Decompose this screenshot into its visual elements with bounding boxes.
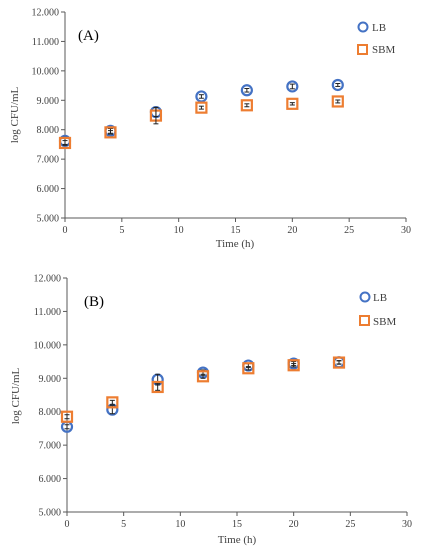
y-tick-labels: 5.000 6.000 7.000 8.000 9.000 10.000 11.000 12.… <box>32 8 65 225</box>
x-tick-label: 30 <box>402 519 412 530</box>
error-bar-sbm <box>109 399 115 405</box>
y-tick-label: 6.000 <box>37 184 60 195</box>
point-sbm <box>242 362 255 375</box>
point-sbm <box>195 101 208 114</box>
point-lb <box>331 78 344 92</box>
error-bar-lb <box>289 83 295 90</box>
legend: LB SBM <box>357 21 395 56</box>
error-bar-sbm <box>335 99 341 104</box>
y-tick-label: 8.000 <box>37 125 60 136</box>
x-axis-title: Time (h) <box>218 534 257 546</box>
legend-label-sbm: SBM <box>373 316 396 328</box>
point-sbm <box>286 97 299 110</box>
point-sbm <box>58 136 72 150</box>
error-bar-sbm <box>291 363 297 368</box>
error-bar-sbm <box>244 103 250 108</box>
y-tick-label: 10.000 <box>32 66 60 77</box>
y-tick-label: 7.000 <box>37 155 60 166</box>
x-tick-label: 15 <box>232 519 242 530</box>
point-sbm <box>240 99 253 112</box>
chart-panel-b: 5.000 6.000 7.000 8.000 9.000 10.000 11.000 12.… <box>10 274 412 547</box>
legend: LB SBM <box>359 291 396 328</box>
error-bar-sbm <box>198 105 204 110</box>
point-lb <box>240 84 253 97</box>
error-bar-sbm <box>107 130 113 135</box>
y-tick-label: 9.000 <box>37 96 60 107</box>
y-tick-label: 6.000 <box>39 474 62 485</box>
error-bar-lb <box>335 83 341 87</box>
y-tick-label: 5.000 <box>37 214 60 225</box>
x-tick-label: 15 <box>231 225 241 236</box>
error-bar-lb <box>64 424 70 430</box>
point-sbm <box>331 95 344 108</box>
y-tick-labels: 5.000 6.000 7.000 8.000 9.000 10.000 11.000 12.… <box>34 274 67 519</box>
panel-label: (B) <box>84 294 104 310</box>
data-marks <box>60 356 346 433</box>
point-sbm <box>106 396 119 409</box>
x-tick-label: 25 <box>345 519 355 530</box>
y-tick-label: 8.000 <box>39 407 62 418</box>
x-tick-label: 5 <box>121 519 126 530</box>
y-tick-label: 11.000 <box>34 307 61 318</box>
x-tick-labels: 0 5 10 15 20 25 30 <box>63 218 411 236</box>
point-lb <box>286 80 299 93</box>
legend-marker-lb <box>357 21 369 33</box>
legend-marker-sbm <box>359 315 370 326</box>
x-tick-label: 10 <box>175 519 185 530</box>
x-tick-label: 10 <box>174 225 184 236</box>
point-sbm <box>196 370 210 383</box>
point-sbm <box>151 380 164 394</box>
error-bar-sbm <box>62 140 68 146</box>
error-bar-sbm <box>153 106 159 125</box>
point-sbm <box>60 410 74 423</box>
point-sbm <box>287 359 300 372</box>
y-tick-label: 12.000 <box>34 274 62 285</box>
point-sbm <box>332 356 346 369</box>
y-tick-label: 5.000 <box>39 508 62 519</box>
legend-marker-lb <box>359 291 371 303</box>
x-tick-label: 20 <box>289 519 299 530</box>
chart-panel-a: 5.000 6.000 7.000 8.000 9.000 10.000 11.000 12.… <box>9 8 411 251</box>
legend-label-lb: LB <box>373 292 387 304</box>
error-bar-sbm <box>64 414 70 420</box>
error-bar-sbm <box>289 102 295 106</box>
y-tick-label: 9.000 <box>39 374 62 385</box>
data-marks <box>58 78 344 150</box>
y-axis-title: log CFU/mL <box>9 86 21 143</box>
error-bar-sbm <box>336 360 342 365</box>
point-lb <box>195 90 208 103</box>
error-bar-lb <box>198 94 204 99</box>
x-tick-label: 30 <box>401 225 411 236</box>
legend-marker-sbm <box>357 44 368 55</box>
x-tick-labels: 0 5 10 15 20 25 30 <box>65 512 412 530</box>
x-tick-label: 0 <box>63 225 68 236</box>
y-tick-label: 11.000 <box>32 37 59 48</box>
x-tick-label: 5 <box>119 225 124 236</box>
y-tick-label: 7.000 <box>39 441 62 452</box>
x-axis-title: Time (h) <box>216 238 255 250</box>
x-tick-label: 20 <box>287 225 297 236</box>
y-axis-title: log CFU/mL <box>10 367 22 424</box>
error-bar-sbm <box>245 366 251 371</box>
y-tick-label: 10.000 <box>34 340 62 351</box>
error-bar-sbm <box>200 373 206 379</box>
legend-label-sbm: SBM <box>372 44 395 56</box>
point-sbm <box>104 126 117 139</box>
x-tick-label: 0 <box>65 519 70 530</box>
panel-label: (A) <box>78 28 99 44</box>
x-tick-label: 25 <box>344 225 354 236</box>
error-bar-sbm <box>155 383 161 391</box>
legend-label-lb: LB <box>372 22 386 34</box>
y-tick-label: 12.000 <box>32 8 60 19</box>
error-bar-lb <box>244 88 250 93</box>
